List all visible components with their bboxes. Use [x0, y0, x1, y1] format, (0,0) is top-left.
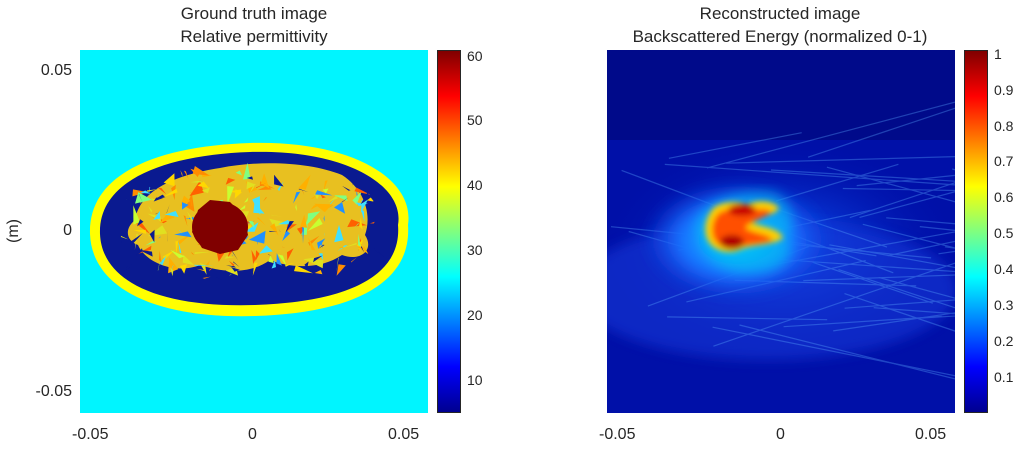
right-title-line2: Backscattered Energy (normalized 0-1) [632, 27, 928, 46]
left-cbar-tick-10: 10 [467, 372, 483, 388]
right-cbar-tick-0.5: 0.5 [994, 225, 1014, 241]
right-cbar-tick-0.2: 0.2 [994, 333, 1014, 349]
left-cbar-tick-20: 20 [467, 307, 483, 323]
left-title-line2: Relative permittivity [180, 27, 328, 46]
left-ytick-1: 0.05 [40, 62, 72, 79]
right-cbar-tick-0.7: 0.7 [994, 153, 1014, 169]
left-xtick-2: 0 [248, 426, 257, 443]
right-cbar-tick-0.9: 0.9 [994, 82, 1014, 98]
right-cbar-tick-0.8: 0.8 [994, 118, 1014, 134]
right-title-line1: Reconstructed image [699, 4, 861, 23]
right-title: Reconstructed image Backscattered Energy… [560, 2, 1000, 48]
ground-truth-plot [80, 50, 428, 413]
left-xtick-1: -0.05 [72, 426, 109, 443]
ground-truth-image [80, 50, 428, 413]
left-cbar-tick-40: 40 [467, 177, 483, 193]
right-cbar-tick-1: 1 [994, 46, 1002, 62]
left-ytick-2: 0 [63, 222, 72, 239]
left-ytick-3: -0.05 [35, 383, 72, 400]
left-cbar-tick-60: 60 [467, 48, 483, 64]
fibroglandular-region [127, 163, 369, 271]
left-colorbar [437, 50, 461, 413]
left-title-line1: Ground truth image [180, 4, 328, 23]
left-cbar-tick-30: 30 [467, 242, 483, 258]
reconstructed-image [607, 50, 955, 413]
right-xtick-2: 0 [776, 426, 785, 443]
right-cbar-tick-0.3: 0.3 [994, 297, 1014, 313]
right-xtick-1: -0.05 [599, 426, 636, 443]
right-cbar-tick-0.4: 0.4 [994, 261, 1014, 277]
streak-lines [610, 101, 955, 380]
left-xtick-3: 0.05 [388, 426, 420, 443]
right-xtick-3: 0.05 [915, 426, 947, 443]
hotspot [705, 201, 783, 252]
right-cbar-tick-0.6: 0.6 [994, 189, 1014, 205]
left-cbar-tick-50: 50 [467, 112, 483, 128]
right-cbar-tick-0.1: 0.1 [994, 369, 1014, 385]
right-colorbar [964, 50, 988, 413]
reconstructed-plot [607, 50, 955, 413]
left-title: Ground truth image Relative permittivity [80, 2, 428, 48]
